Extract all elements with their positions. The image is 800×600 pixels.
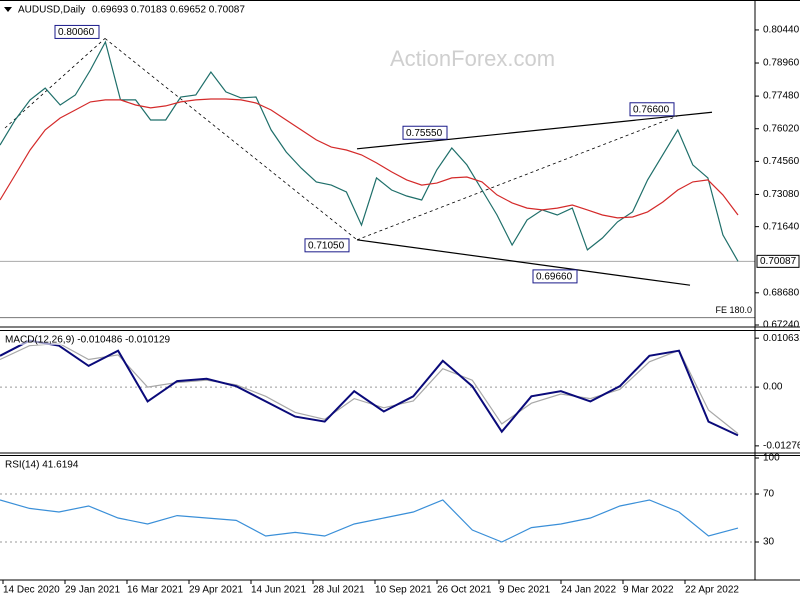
series-line (0, 40, 739, 262)
x-tick-label: 10 Sep 2021 (375, 585, 432, 596)
y-tick-label: -0.012767 (763, 441, 800, 452)
annotation-box (402, 125, 448, 140)
pane-title: RSI(14) 41.6194 (5, 460, 79, 471)
x-tick-label: 24 Jan 2022 (561, 585, 616, 596)
y-tick-label: 0.00 (763, 382, 783, 393)
menu-icon (4, 7, 12, 12)
y-tick-label: 70 (763, 489, 775, 500)
pane-title: MACD(12,26,9) -0.010486 -0.010129 (5, 335, 171, 346)
annotation-label: 0.76600 (633, 104, 670, 115)
annotation-box (532, 269, 578, 284)
trend-line (356, 111, 713, 150)
x-tick-label: 26 Oct 2021 (437, 585, 492, 596)
x-tick-label: 16 Mar 2021 (127, 585, 184, 596)
annotation-box (629, 102, 675, 117)
annotation-label: 0.80060 (58, 27, 95, 38)
y-tick-label: 0.76020 (763, 123, 800, 134)
chart-title: AUDUSD,Daily (18, 5, 85, 16)
title-bg (3, 333, 153, 345)
last-price-box (756, 254, 800, 268)
y-tick-label: 0.78960 (763, 58, 800, 69)
last-price-label: 0.70087 (760, 256, 797, 267)
chart-subtitle: 0.69693 0.70183 0.69652 0.70087 (92, 5, 245, 16)
fe-label: FE 180.0 (715, 305, 752, 315)
annotation-label: 0.69660 (536, 272, 573, 283)
series-line (0, 339, 739, 437)
annotation-label: 0.75550 (406, 128, 443, 139)
y-tick-label: 0.73080 (763, 189, 800, 200)
y-tick-label: 0.71640 (763, 221, 800, 232)
y-tick-label: 0.77480 (763, 91, 800, 102)
x-tick-label: 29 Apr 2021 (189, 585, 243, 596)
y-tick-label: 0.74560 (763, 156, 800, 167)
watermark: ActionForex.com (390, 46, 555, 71)
y-tick-label: 0.010631 (763, 333, 800, 344)
x-tick-label: 28 Jul 2021 (313, 585, 365, 596)
trend-line (4, 38, 106, 129)
y-tick-label: 0.67240 (763, 320, 800, 331)
y-tick-label: 0.80440 (763, 25, 800, 36)
x-tick-label: 14 Dec 2020 (3, 585, 60, 596)
annotation-box (54, 24, 100, 39)
title-bg (3, 458, 153, 470)
series-line (0, 98, 739, 219)
x-tick-label: 9 Mar 2022 (623, 585, 674, 596)
annotation-label: 0.71050 (308, 240, 345, 251)
x-tick-label: 9 Dec 2021 (499, 585, 551, 596)
y-tick-label: 100 (763, 453, 780, 464)
x-tick-label: 29 Jan 2021 (65, 585, 120, 596)
y-tick-label: 30 (763, 537, 775, 548)
x-tick-label: 22 Apr 2022 (685, 585, 739, 596)
title-bg (3, 3, 193, 15)
annotation-box (304, 238, 350, 253)
x-tick-label: 14 Jun 2021 (251, 585, 306, 596)
series-line (0, 499, 739, 543)
trend-line (356, 239, 691, 286)
y-tick-label: 0.68680 (763, 287, 800, 298)
